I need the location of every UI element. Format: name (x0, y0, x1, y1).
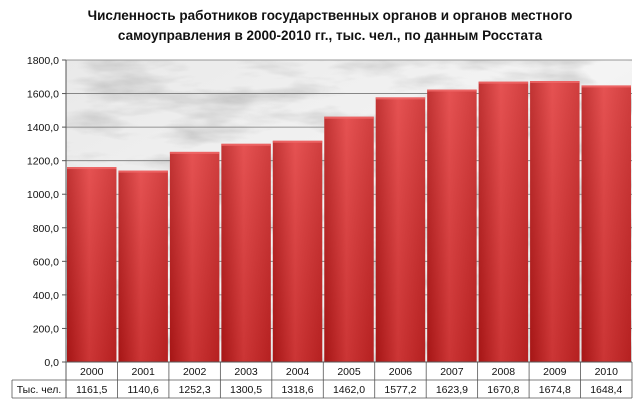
axes (62, 59, 632, 363)
bar-shade (221, 143, 271, 362)
bar-shade (581, 85, 631, 362)
x-category-label: 2008 (492, 366, 516, 378)
y-tick-label: 1600,0 (27, 89, 59, 101)
bar-shade (478, 81, 529, 363)
bar-top-highlight (169, 151, 220, 154)
table-value: 1670,8 (487, 384, 519, 396)
bar-top-highlight (427, 89, 477, 92)
bar-shade (272, 140, 323, 362)
table-value: 1623,9 (436, 384, 468, 396)
y-tick-label: 600,0 (33, 256, 59, 268)
y-tick-label: 200,0 (33, 323, 59, 335)
x-category-label: 2005 (337, 366, 361, 378)
bar-shade (169, 151, 220, 362)
bar-top-highlight (67, 167, 117, 170)
y-tick-label: 1200,0 (27, 156, 59, 168)
bar-shade (530, 81, 580, 363)
bar-shade (375, 97, 426, 362)
y-tick-label: 400,0 (33, 290, 59, 302)
bar-top-highlight (375, 97, 426, 100)
bar-shade (324, 116, 374, 362)
y-tick-label: 800,0 (33, 223, 59, 235)
bar-top-highlight (324, 116, 374, 119)
table-value: 1140,6 (128, 384, 159, 396)
x-category-label: 2000 (80, 366, 104, 378)
y-tick-label: 0,0 (44, 357, 59, 369)
bar-top-highlight (118, 170, 168, 173)
data-table: Тыс. чел. 2000 1161,5 2001 1140,6 2002 1252,3 2… (11, 362, 633, 399)
x-category-label: 2001 (132, 366, 156, 378)
x-category-label: 2009 (543, 366, 567, 378)
table-series-label: Тыс. чел. (17, 384, 62, 396)
x-category-label: 2006 (389, 366, 413, 378)
table-value: 1300,5 (230, 384, 262, 396)
y-tick-label: 1400,0 (27, 122, 59, 134)
x-category-label: 2010 (595, 366, 619, 378)
bar-top-highlight (221, 143, 271, 146)
bar-shade (427, 89, 477, 363)
y-tick-label: 1800,0 (27, 55, 59, 67)
bars (67, 81, 631, 363)
y-tick-labels: 0,0 200,0 400,0 600,0 800,0 1000,0 1200,0 1400,… (27, 55, 59, 369)
chart-title-line-2: самоуправления в 2000-2010 гг., тыс. чел… (117, 28, 543, 43)
bar-top-highlight (478, 81, 529, 84)
x-category-label: 2007 (440, 366, 464, 378)
bar-shade (67, 167, 117, 362)
table-value: 1252,3 (179, 384, 211, 396)
x-category-label: 2002 (183, 366, 207, 378)
table-value: 1318,6 (281, 384, 313, 396)
table-value: 1674,8 (539, 384, 571, 396)
bar-top-highlight (272, 140, 323, 143)
table-value: 1577,2 (384, 384, 416, 396)
y-tick-label: 1000,0 (27, 189, 59, 201)
table-value: 1648,4 (590, 384, 622, 396)
table-value: 1161,5 (76, 384, 107, 396)
chart-title-line-1: Численность работников государственных о… (87, 8, 573, 23)
table-value: 1462,0 (333, 384, 365, 396)
bar-top-highlight (530, 81, 580, 84)
chart-title: Численность работников государственных о… (40, 6, 620, 46)
bar-shade (118, 170, 168, 362)
x-category-label: 2003 (234, 366, 258, 378)
x-category-label: 2004 (286, 366, 310, 378)
bar-top-highlight (581, 85, 631, 88)
